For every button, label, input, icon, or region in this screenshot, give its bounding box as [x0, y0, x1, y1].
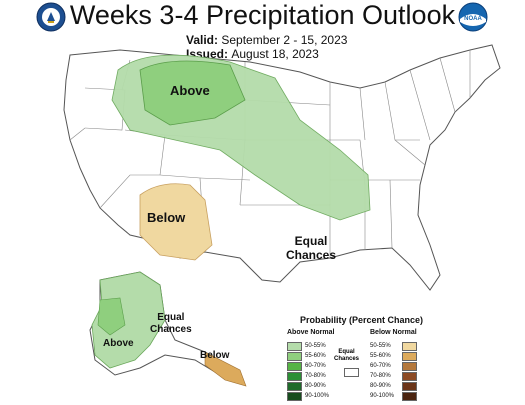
legend-title: Probability (Percent Chance) — [300, 315, 424, 325]
legend-below-swatch — [402, 372, 417, 381]
legend-below-swatch — [402, 382, 417, 391]
label-above-main: Above — [170, 83, 210, 98]
label-alaska-equal-2: Chances — [150, 323, 192, 335]
legend-below-label: 80-90% — [370, 383, 391, 389]
legend-below-swatch — [402, 392, 417, 401]
label-equal-main-1: Equal — [294, 234, 328, 248]
label-alaska-above: Above — [103, 338, 134, 349]
above-region-55-60 — [139, 60, 246, 126]
legend-below-label: 90-100% — [370, 393, 395, 399]
valid-label: Valid: — [186, 33, 219, 47]
legend-equal-2: Chances — [334, 356, 360, 363]
label-alaska-equal: Equal Chances — [150, 312, 192, 335]
legend-above-swatch — [287, 352, 302, 361]
label-equal-main: Equal Chances — [286, 234, 337, 263]
label-equal-main-2: Chances — [286, 247, 337, 262]
alaska-below-region — [204, 351, 247, 387]
doc-seal-icon — [36, 2, 66, 32]
legend-above-header: Above Normal — [287, 329, 335, 336]
legend-below-swatch — [402, 362, 417, 371]
legend-equal-label: Equal Chances — [334, 349, 359, 363]
label-alaska-below: Below — [200, 350, 230, 361]
legend-below-swatch — [402, 342, 417, 351]
issued-line: Issued: August 18, 2023 — [186, 47, 319, 61]
noaa-logo-text: NOAA — [464, 16, 482, 22]
valid-value: September 2 - 15, 2023 — [221, 33, 348, 47]
page-title: Weeks 3-4 Precipitation Outlook — [69, 0, 456, 30]
legend-above-swatch — [287, 392, 302, 401]
label-alaska-equal-1: Equal — [157, 312, 185, 323]
legend-below-swatch — [402, 352, 417, 361]
legend-equal-1: Equal — [338, 349, 355, 355]
legend-above-label: 70-80% — [305, 373, 326, 379]
legend-above-swatch — [287, 342, 302, 351]
alaska-above-core — [97, 297, 126, 336]
noaa-logo-icon: NOAA — [458, 2, 488, 32]
legend-above-label: 55-60% — [305, 353, 326, 359]
legend-above-swatch — [287, 362, 302, 371]
legend-above-label: 80-90% — [305, 383, 326, 389]
label-below-main: Below — [147, 210, 186, 225]
legend-below-label: 55-60% — [370, 353, 391, 359]
legend-below-header: Below Normal — [370, 329, 417, 336]
below-region-50-55 — [139, 183, 213, 261]
legend-above-swatch — [287, 382, 302, 391]
valid-line: Valid: September 2 - 15, 2023 — [186, 33, 347, 47]
legend-below-label: 70-80% — [370, 373, 391, 379]
legend-above-label: 60-70% — [305, 363, 326, 369]
legend-above-label: 90-100% — [305, 393, 330, 399]
issued-value: August 18, 2023 — [231, 47, 319, 61]
legend-below-label: 60-70% — [370, 363, 391, 369]
legend-above-swatch — [287, 372, 302, 381]
alaska-above-region — [91, 271, 166, 369]
legend-above-label: 50-55% — [305, 343, 326, 349]
legend-equal-swatch — [344, 368, 359, 377]
legend-below-label: 50-55% — [370, 343, 391, 349]
